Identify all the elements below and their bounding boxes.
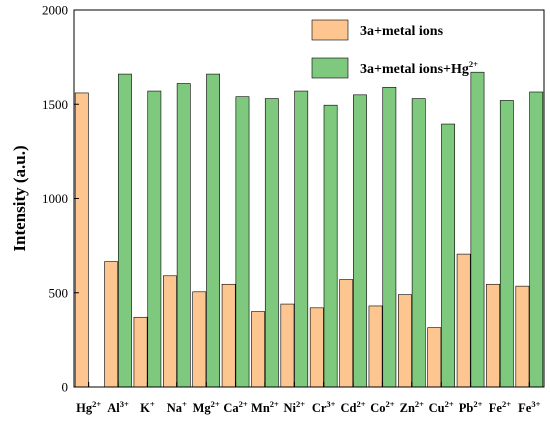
category-base: Fe — [518, 401, 532, 415]
y-axis-title: Intensity (a.u.) — [10, 145, 29, 251]
bar-series-2 — [470, 71, 485, 388]
category-charge: + — [150, 399, 155, 409]
x-category-label: Zn2+ — [400, 399, 425, 415]
category-base: Al — [107, 401, 120, 415]
category-base: Cu — [429, 401, 445, 415]
bar-series-2 — [264, 98, 279, 388]
x-category-label: Ca2+ — [223, 399, 248, 415]
category-base: Zn — [400, 401, 415, 415]
x-category-label: Mg2+ — [193, 399, 220, 415]
category-base: Na — [167, 401, 183, 415]
x-category-label: Ni2+ — [284, 399, 306, 415]
bar-series-1 — [427, 327, 442, 388]
category-charge: 2+ — [502, 399, 511, 409]
bar-series-2 — [235, 96, 250, 388]
bar-series-2 — [176, 83, 191, 388]
y-tick-label: 1500 — [42, 97, 68, 112]
category-base: Ni — [284, 401, 297, 415]
bar-series-1 — [339, 279, 354, 388]
legend-label-text: 3a+metal ions+Hg — [360, 62, 469, 77]
bar-series-2 — [118, 73, 132, 388]
x-category-label: Cd2+ — [341, 399, 366, 415]
category-charge: 2+ — [386, 399, 395, 409]
y-tick-label: 500 — [49, 285, 69, 300]
category-base: Hg — [76, 401, 93, 415]
legend-label-series-2: 3a+metal ions+Hg2+ — [360, 59, 478, 77]
plot-frame — [73, 9, 545, 388]
category-charge: 2+ — [270, 399, 279, 409]
bar-series-2 — [323, 104, 338, 388]
bar-series-1 — [192, 291, 207, 388]
category-base: Fe — [489, 401, 503, 415]
legend-swatch-series-1 — [311, 19, 349, 41]
category-charge: 2+ — [296, 399, 305, 409]
category-charge: 2+ — [473, 399, 482, 409]
bar-series-2 — [206, 73, 220, 388]
bar-series-1 — [280, 303, 295, 388]
category-charge: 3+ — [531, 399, 540, 409]
legend-label-text: 3a+metal ions — [360, 24, 444, 39]
category-charge: 3+ — [120, 399, 129, 409]
x-category-label: Cr3+ — [312, 399, 336, 415]
legend: 3a+metal ions 3a+metal ions+Hg2+ — [311, 19, 478, 79]
bar-series-2 — [353, 94, 367, 388]
bar-series-1 — [104, 261, 119, 388]
x-category-label: K+ — [140, 399, 155, 415]
category-base: Co — [370, 401, 385, 415]
x-category-label: Fe2+ — [489, 399, 511, 415]
y-axis-ticks: 0 500 1000 1500 2000 — [42, 3, 79, 395]
bar-series-1 — [398, 294, 412, 388]
bar-series-1 — [486, 283, 500, 388]
category-charge: 2+ — [211, 399, 220, 409]
x-category-label: Hg2+ — [76, 399, 101, 415]
category-charge: 2+ — [92, 399, 101, 409]
category-charge: 3+ — [326, 399, 335, 409]
y-tick-label: 2000 — [42, 3, 68, 18]
bar-series-1 — [456, 253, 471, 388]
x-category-label: Cu2+ — [429, 399, 454, 415]
category-base: Mn — [251, 401, 270, 415]
category-charge: 2+ — [239, 399, 248, 409]
y-tick-label: 0 — [62, 380, 69, 395]
bar-series-1 — [163, 275, 177, 388]
x-axis-category-labels: Hg2+ Al3+ K+ Na+ Mg2+ Ca2+ Mn2+ Ni2+ Cr3+ Cd2+ Co2… — [76, 382, 541, 415]
bars-layer — [74, 71, 544, 388]
bar-series-2 — [294, 90, 309, 388]
category-charge: + — [182, 399, 187, 409]
category-charge: 2+ — [415, 399, 424, 409]
x-category-label: Mn2+ — [251, 399, 279, 415]
category-base: Ca — [223, 401, 239, 415]
y-tick-label: 1000 — [42, 191, 68, 206]
x-category-label: Pb2+ — [459, 399, 483, 415]
bar-series-1 — [368, 305, 383, 388]
bar-series-1 — [251, 311, 265, 388]
bar-series-1 — [515, 285, 530, 388]
bar-series-2 — [441, 123, 455, 388]
category-base: Cr — [312, 401, 327, 415]
category-base: Mg — [193, 401, 212, 415]
x-category-label: Fe3+ — [518, 399, 540, 415]
bar-series-1 — [74, 92, 89, 388]
x-category-label: Na+ — [167, 399, 187, 415]
category-base: K — [140, 401, 150, 415]
legend-label-charge: 2+ — [469, 59, 478, 69]
bar-series-1 — [309, 307, 324, 388]
legend-swatch-series-2 — [311, 57, 349, 79]
bar-series-1 — [221, 283, 236, 388]
category-charge: 2+ — [445, 399, 454, 409]
category-base: Cd — [341, 401, 357, 415]
legend-label-series-1: 3a+metal ions — [360, 24, 444, 39]
x-category-label: Co2+ — [370, 399, 395, 415]
bar-series-2 — [147, 90, 162, 388]
x-category-label: Al3+ — [107, 399, 129, 415]
bar-series-2 — [411, 98, 426, 388]
bar-series-2 — [529, 91, 544, 388]
category-base: Pb — [459, 401, 474, 415]
bar-series-2 — [382, 86, 397, 388]
bar-series-2 — [499, 100, 514, 388]
category-charge: 2+ — [357, 399, 366, 409]
bar-series-1 — [133, 316, 148, 388]
